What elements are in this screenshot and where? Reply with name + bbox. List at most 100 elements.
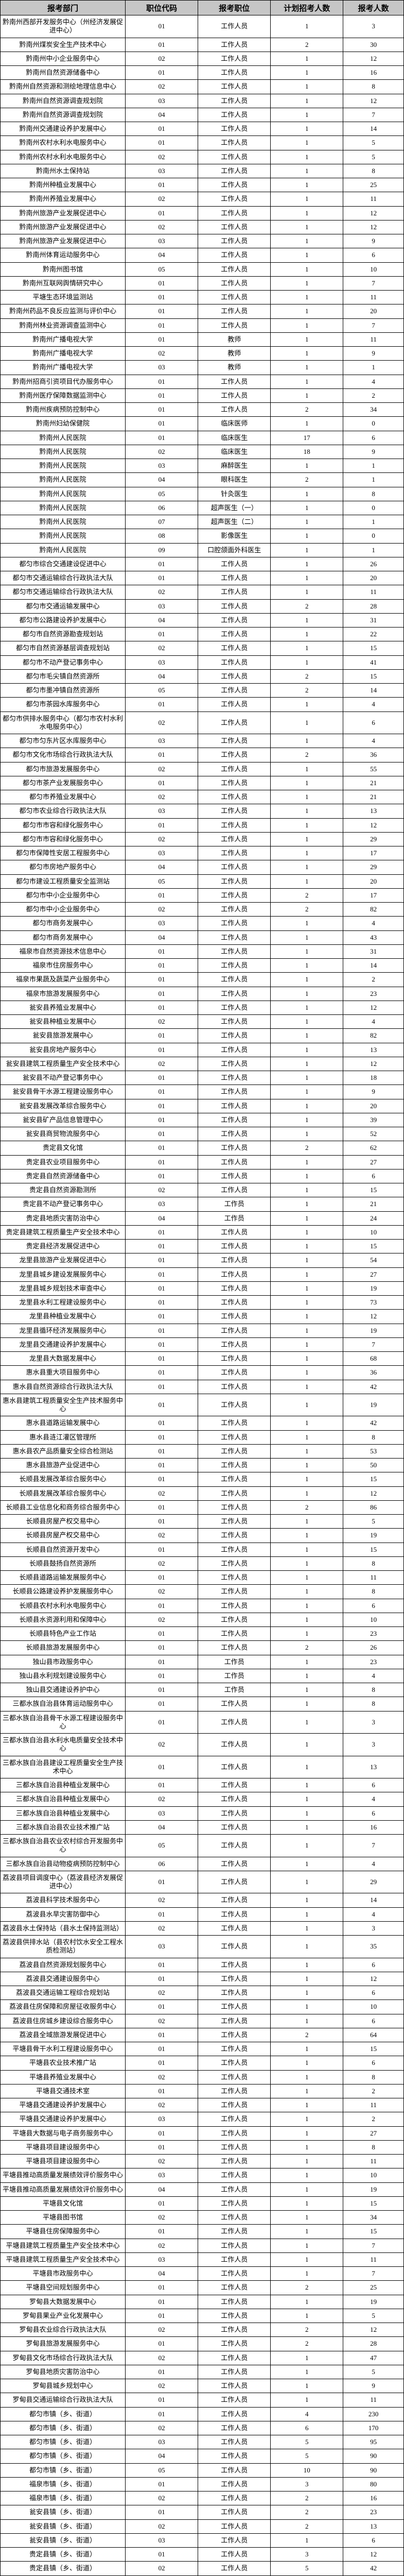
department-cell: 独山县交通建设养护中心 [0,1682,126,1698]
department-cell: 都匀市交通运输综合行政执法大队 [0,585,126,600]
applicant-count-cell: 62 [343,1141,404,1156]
applicant-count-cell: 14 [343,683,404,698]
table-row: 都匀市镇（乡、街道） 02 工作人员 6 170 [0,2420,404,2436]
position-cell: 眼科医生 [198,472,271,487]
applicant-count-cell: 25 [343,2280,404,2295]
table-row: 三都水族自治县骨干水源工程建设服务中心 01 工作人员 1 3 [0,1710,404,1734]
department-cell: 黔南州农村水利水电服务中心 [0,135,126,150]
applicant-count-cell: 4 [343,697,404,712]
position-cell: 针灸医生 [198,486,271,501]
planned-count-cell: 1 [270,1098,344,1113]
position-cell: 超声医生（一） [198,500,271,516]
planned-count-cell: 1 [270,1281,344,1296]
table-row: 惠水县道路运输发展中心 01 工作人员 1 42 [0,1416,404,1431]
applicant-count-cell: 23 [343,986,404,1001]
planned-count-cell: 1 [270,1014,344,1029]
position-code-cell: 01 [125,1267,199,1282]
position-cell: 工作人员 [198,2477,271,2492]
position-code-cell: 01 [125,1379,199,1394]
position-code-cell: 02 [125,219,199,235]
planned-count-cell: 1 [270,1733,344,1756]
applicant-count-cell: 6 [343,2533,404,2548]
planned-count-cell: 1 [270,944,344,959]
table-row: 惠水县建筑工程质量安全生产技术服务中心 01 工作人员 1 19 [0,1393,404,1417]
department-cell: 黔南州人民医院 [0,500,126,516]
planned-count-cell: 1 [270,514,344,530]
applicant-count-cell: 12 [343,2547,404,2562]
planned-count-cell: 1 [270,1168,344,1184]
position-code-cell: 01 [125,276,199,291]
planned-count-cell: 1 [270,2168,344,2183]
position-cell: 工作员 [198,1682,271,1698]
planned-count-cell: 2 [270,888,344,903]
applicant-count-cell: 4 [343,374,404,389]
table-header: 报考部门 职位代码 报考职位 计划招考人数 报考人数 [0,0,404,15]
position-cell: 工作人员 [198,304,271,319]
planned-count-cell: 1 [270,2013,344,2028]
position-code-cell: 01 [125,206,199,221]
applicant-count-cell: 11 [343,2393,404,2408]
applicant-count-cell: 2 [343,388,404,403]
department-cell: 贵定县经济发展促进中心 [0,1239,126,1254]
position-cell: 工作人员 [198,930,271,945]
position-cell: 工作人员 [198,262,271,277]
planned-count-cell: 1 [270,332,344,347]
planned-count-cell: 1 [270,1834,344,1857]
planned-count-cell: 1 [270,458,344,473]
table-row: 都匀市镇（乡、街道） 04 工作人员 5 90 [0,2449,404,2464]
position-code-cell: 01 [125,1500,199,1515]
position-cell: 工作人员 [198,37,271,52]
position-cell: 工作人员 [198,748,271,762]
position-code-cell: 01 [125,1337,199,1352]
applicant-count-cell: 13 [343,804,404,819]
applicant-count-cell: 30 [343,37,404,52]
planned-count-cell: 1 [270,1365,344,1380]
planned-count-cell: 1 [270,845,344,861]
position-code-cell: 03 [125,163,199,179]
table-row: 黔南州广播电视大学 01 教师 1 11 [0,332,404,347]
table-row: 都匀市公路建设养护发展中心 04 工作人员 1 31 [0,613,404,628]
department-cell: 罗甸县地质灾害防治中心 [0,2364,126,2380]
department-cell: 黔南州医疗保障数据监测中心 [0,388,126,403]
position-code-cell: 03 [125,1806,199,1821]
department-cell: 惠水县重大项目服务中心 [0,1365,126,1380]
header-department: 报考部门 [0,0,126,15]
position-code-cell: 01 [125,65,199,80]
position-code-cell: 02 [125,192,199,207]
planned-count-cell: 1 [270,1654,344,1669]
planned-count-cell: 1 [270,219,344,235]
position-code-cell: 02 [125,1733,199,1756]
table-row: 平塘生态环境监测站 01 工作人员 1 11 [0,290,404,305]
applicant-count-cell: 19 [343,1393,404,1417]
planned-count-cell: 5 [270,2434,344,2450]
position-cell: 工作人员 [198,2238,271,2253]
department-cell: 平塘县住房保障服务中心 [0,2224,126,2239]
position-cell: 工作人员 [198,1626,271,1641]
department-cell: 平塘县项目建设服务中心 [0,2154,126,2169]
applicant-count-cell: 1 [343,514,404,530]
planned-count-cell: 1 [270,290,344,305]
planned-count-cell: 1 [270,1430,344,1445]
planned-count-cell: 1 [270,416,344,431]
planned-count-cell: 1 [270,192,344,207]
position-cell: 工作人员 [198,2561,271,2576]
planned-count-cell: 1 [270,655,344,670]
table-row: 黔南州中小企业服务中心 02 工作人员 1 12 [0,51,404,66]
position-code-cell: 09 [125,543,199,557]
department-cell: 罗甸县大数据发展中心 [0,2294,126,2309]
position-code-cell: 01 [125,430,199,445]
applicant-count-cell: 54 [343,1253,404,1268]
planned-count-cell: 1 [270,2224,344,2239]
applicant-count-cell: 3 [343,15,404,38]
position-cell: 工作人员 [198,2027,271,2043]
planned-count-cell: 2 [270,2336,344,2351]
department-cell: 都匀市市容和绿化服务中心 [0,818,126,833]
position-cell: 工作人员 [198,2097,271,2113]
applicant-count-cell: 15 [343,1472,404,1487]
applicant-count-cell: 11 [343,585,404,600]
table-row: 福泉市果蔬及蔬菜产业服务中心 01 工作人员 1 2 [0,972,404,987]
position-cell: 工作人员 [198,2519,271,2534]
department-cell: 黔南州交通建设养护发展中心 [0,121,126,137]
position-cell: 工作人员 [198,1239,271,1254]
position-code-cell: 07 [125,514,199,530]
